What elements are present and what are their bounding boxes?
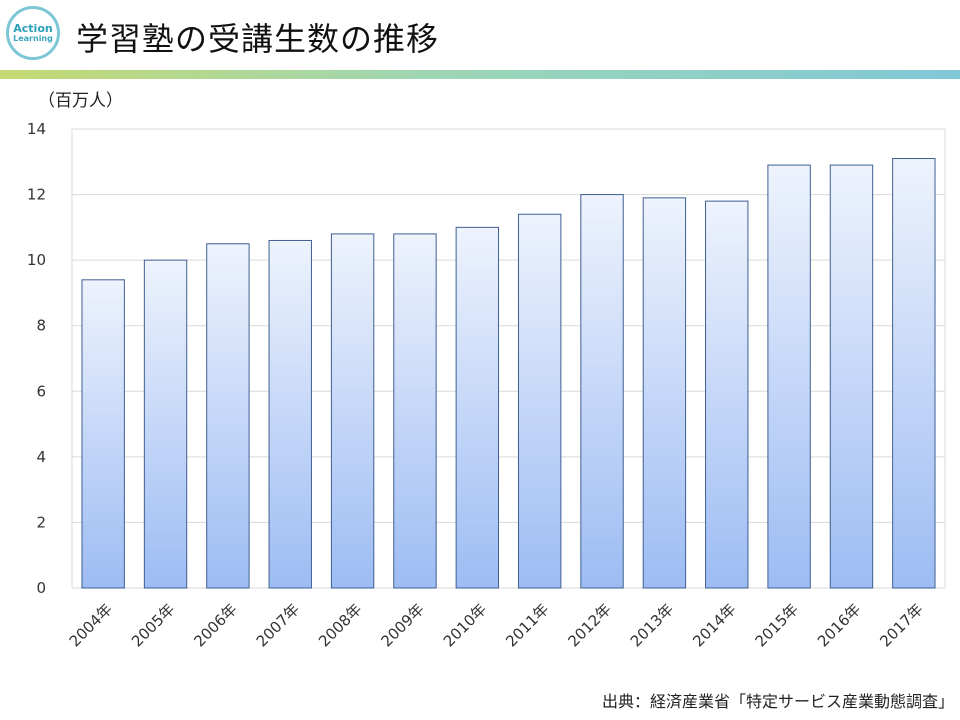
x-tick-label: 2011年 bbox=[502, 600, 552, 650]
x-tick-label: 2010年 bbox=[440, 600, 490, 650]
bar-2009年 bbox=[393, 233, 437, 589]
x-tick-label: 2004年 bbox=[66, 600, 116, 650]
y-tick-label: 14 bbox=[27, 120, 46, 138]
x-tick-label: 2015年 bbox=[752, 600, 802, 650]
y-tick-label: 8 bbox=[36, 317, 46, 335]
bar-2007年 bbox=[268, 239, 312, 589]
gridlines bbox=[71, 128, 946, 589]
y-tick-label: 6 bbox=[36, 382, 46, 400]
logo-text-learning: Learning bbox=[13, 34, 53, 43]
bar-2014年 bbox=[705, 200, 749, 589]
y-tick-label: 10 bbox=[27, 251, 46, 269]
bar-2015年 bbox=[767, 164, 811, 589]
bars bbox=[81, 158, 936, 589]
y-axis-unit-label: （百万人） bbox=[38, 91, 123, 111]
bar-2005年 bbox=[143, 259, 188, 589]
x-tick-label: 2013年 bbox=[627, 600, 677, 650]
bar-2012年 bbox=[580, 194, 624, 589]
x-tick-label: 2007年 bbox=[253, 600, 303, 650]
bar-2017年 bbox=[892, 158, 936, 589]
x-tick-label: 2012年 bbox=[565, 600, 615, 650]
bar-2008年 bbox=[330, 233, 375, 589]
action-learning-logo: Action Learning bbox=[6, 6, 60, 60]
slide-title: 学習塾の受講生数の推移 bbox=[76, 20, 440, 58]
x-tick-label: 2005年 bbox=[128, 600, 178, 650]
y-tick-label: 2 bbox=[36, 513, 46, 531]
y-tick-label: 12 bbox=[27, 186, 46, 204]
bar-2010年 bbox=[455, 226, 500, 589]
x-tick-label: 2014年 bbox=[689, 600, 739, 650]
x-tick-label: 2009年 bbox=[377, 600, 427, 650]
x-tick-label: 2017年 bbox=[876, 600, 926, 650]
x-tick-label: 2008年 bbox=[315, 600, 365, 650]
bar-2013年 bbox=[642, 197, 687, 589]
x-tick-label: 2006年 bbox=[190, 600, 240, 650]
x-axis-ticks: 2004年 2005年 2006年 2007年 2008年 2009年 2010年 2011年… bbox=[66, 600, 927, 650]
x-tick-label: 2016年 bbox=[814, 600, 864, 650]
y-axis-ticks: 0 2 4 6 8 10 12 14 bbox=[27, 120, 46, 597]
y-tick-label: 4 bbox=[36, 448, 46, 466]
bar-2006年 bbox=[206, 243, 250, 589]
bar-2016年 bbox=[829, 164, 874, 589]
title-underline bbox=[0, 70, 960, 79]
bar-2004年 bbox=[81, 279, 125, 589]
y-tick-label: 0 bbox=[36, 579, 46, 597]
logo-text-action: Action bbox=[13, 22, 53, 35]
source-note: 出典：経済産業省「特定サービス産業動態調査」 bbox=[601, 692, 954, 711]
bar-2011年 bbox=[517, 213, 562, 589]
